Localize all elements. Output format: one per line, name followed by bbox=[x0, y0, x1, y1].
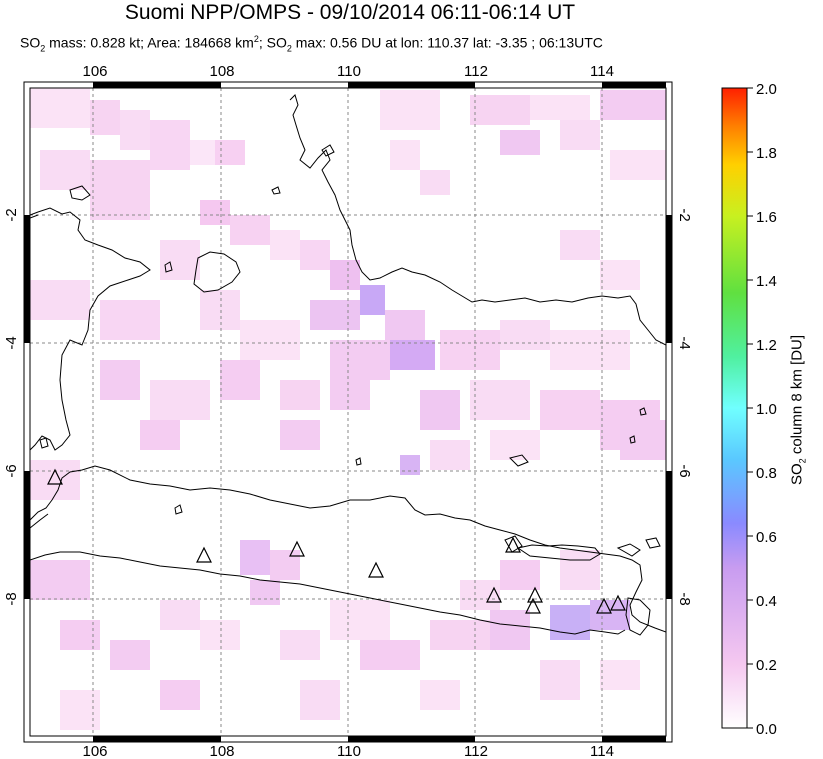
lat-label-right: -8 bbox=[676, 592, 693, 605]
map-subtitle: SO2 mass: 0.828 kt; Area: 184668 km2; SO… bbox=[20, 34, 603, 53]
lat-labels-right: -2 -4 -6 -8 bbox=[676, 208, 693, 605]
max-location-text: max: 0.56 DU at lon: 110.37 lat: -3.35 ;… bbox=[291, 34, 603, 51]
lat-label-right: -6 bbox=[676, 464, 693, 477]
lon-labels-bottom: 106 108 110 112 114 bbox=[82, 743, 613, 759]
volcano-marker bbox=[486, 586, 502, 603]
volcano-marker bbox=[525, 597, 541, 614]
colorbar-tick-label: 1.2 bbox=[756, 337, 777, 354]
volcano-markers bbox=[47, 468, 626, 614]
lon-labels-top: 106 108 110 112 114 bbox=[82, 63, 613, 80]
map-title: Suomi NPP/OMPS - 09/10/2014 06:11-06:14 … bbox=[124, 1, 576, 24]
so2-mass-prefix: SO bbox=[20, 34, 41, 51]
lon-label-top: 110 bbox=[337, 63, 361, 80]
lon-label-bottom: 112 bbox=[464, 743, 488, 759]
lon-label-bottom: 110 bbox=[337, 743, 361, 759]
mass-area-text: mass: 0.828 kt; Area: 184668 km bbox=[45, 34, 254, 51]
colorbar-tick-label: 0.0 bbox=[756, 721, 777, 738]
colorbar-tick-label: 0.2 bbox=[756, 657, 777, 674]
lon-label-bottom: 114 bbox=[590, 743, 614, 759]
colorbar-tick-label: 0.6 bbox=[756, 529, 777, 546]
colorbar-tick-label: 1.6 bbox=[756, 209, 777, 226]
volcano-marker bbox=[289, 540, 305, 557]
volcano-marker bbox=[47, 468, 63, 485]
lon-label-top: 108 bbox=[209, 63, 234, 80]
lat-label-right: -4 bbox=[676, 336, 693, 349]
lon-label-top: 114 bbox=[590, 63, 614, 80]
colorbar-label-prefix: SO bbox=[788, 463, 806, 486]
colorbar-tick-label: 1.0 bbox=[756, 401, 777, 418]
lat-label-left: -2 bbox=[3, 208, 20, 221]
so2-max-subscript: 2 bbox=[286, 43, 292, 54]
volcano-marker bbox=[505, 536, 521, 553]
colorbar-tick-label: 0.8 bbox=[756, 465, 777, 482]
so2-max-prefix: ; SO bbox=[258, 34, 287, 51]
area-superscript: 2 bbox=[253, 34, 259, 44]
colorbar-label: SO2 column 8 km [DU] bbox=[789, 335, 808, 485]
colorbar-tick-label: 1.4 bbox=[756, 273, 777, 290]
graticule bbox=[30, 88, 666, 736]
lat-label-left: -8 bbox=[3, 592, 20, 605]
lat-label-left: -6 bbox=[3, 464, 20, 477]
lat-label-left: -4 bbox=[3, 336, 20, 349]
frame-checker bbox=[24, 82, 672, 742]
lat-labels-left: -2 -4 -6 -8 bbox=[3, 208, 20, 605]
colorbar-label-text: column 8 km [DU] bbox=[788, 334, 806, 459]
colorbar-label-subscript: 2 bbox=[797, 458, 808, 464]
so2-mass-subscript: 2 bbox=[40, 43, 46, 54]
lon-label-top: 106 bbox=[82, 63, 107, 80]
volcano-marker bbox=[196, 546, 212, 563]
lon-label-bottom: 108 bbox=[209, 743, 234, 759]
colorbar-tick-label: 0.4 bbox=[756, 593, 777, 610]
colorbar-ticks bbox=[747, 87, 753, 729]
volcano-marker bbox=[610, 594, 626, 611]
colorbar-tick-label: 2.0 bbox=[756, 81, 777, 98]
lon-label-bottom: 106 bbox=[82, 743, 107, 759]
colorbar-tick-label: 1.8 bbox=[756, 145, 777, 162]
volcano-marker bbox=[596, 597, 612, 614]
colorbar-tick-labels: 2.0 1.8 1.6 1.4 1.2 1.0 0.8 0.6 0.4 0.2 … bbox=[756, 81, 777, 738]
colorbar bbox=[721, 87, 748, 729]
coastlines bbox=[30, 94, 666, 636]
lat-label-right: -2 bbox=[676, 208, 693, 221]
volcano-marker bbox=[368, 561, 384, 578]
lon-label-top: 112 bbox=[464, 63, 488, 80]
